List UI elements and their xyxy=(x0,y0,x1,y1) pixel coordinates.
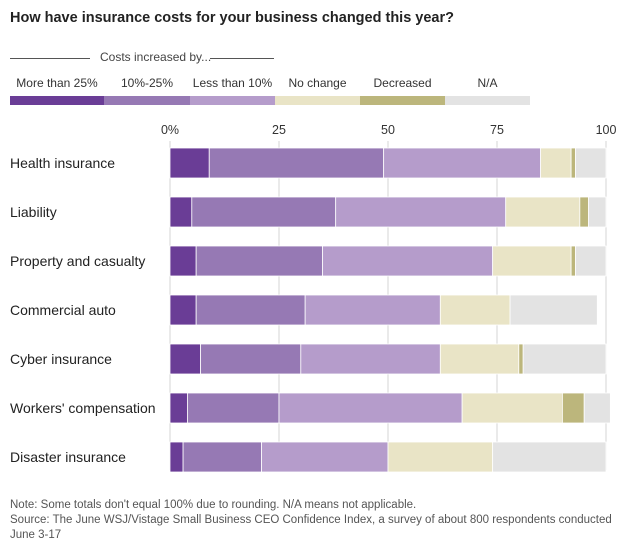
legend-group-line-right xyxy=(210,58,274,59)
category-label: Commercial auto xyxy=(10,302,116,318)
legend-item-no-change: No change xyxy=(275,76,360,106)
bar-segment xyxy=(570,147,576,179)
legend-group-label: Costs increased by... xyxy=(100,50,212,64)
bar-segment xyxy=(383,147,542,179)
bar-segment xyxy=(518,343,524,375)
category-label: Cyber insurance xyxy=(10,351,112,367)
bar-segment xyxy=(505,196,581,228)
category-label: Workers' compensation xyxy=(10,400,156,416)
legend-label: 10%-25% xyxy=(120,76,174,90)
legend-item-more-than-25: More than 25% xyxy=(10,76,104,106)
bar-segment xyxy=(509,294,598,326)
bar-segment xyxy=(191,196,337,228)
chart-footer: Note: Some totals don't equal 100% due t… xyxy=(10,498,620,543)
bar-segment xyxy=(169,147,210,179)
bar-segment xyxy=(461,392,563,424)
bar-segment xyxy=(439,343,520,375)
bar-segment xyxy=(195,294,306,326)
bar-segment xyxy=(575,245,607,277)
bar-segment xyxy=(169,196,193,228)
legend-swatch xyxy=(275,96,360,105)
category-label: Disaster insurance xyxy=(10,449,126,465)
bar-segment xyxy=(522,343,607,375)
x-tick-label: 0% xyxy=(160,123,180,137)
bar-segment xyxy=(322,245,494,277)
legend-item-na: N/A xyxy=(445,76,530,106)
bar-segment xyxy=(200,343,302,375)
category-label: Health insurance xyxy=(10,155,116,171)
bar-segment xyxy=(304,294,441,326)
bar-segment xyxy=(335,196,507,228)
bar-segment xyxy=(579,196,589,228)
chart-title: How have insurance costs for your busine… xyxy=(10,10,454,26)
bar-segment xyxy=(182,441,262,473)
bar-segment xyxy=(195,245,324,277)
bar-segment xyxy=(562,392,585,424)
legend-swatch xyxy=(190,96,275,105)
legend-item-less-than-10: Less than 10% xyxy=(190,76,275,106)
legend-group-line-left xyxy=(10,58,90,59)
footer-source: Source: The June WSJ/Vistage Small Busin… xyxy=(10,514,612,541)
bar-segment xyxy=(208,147,385,179)
bar-segment xyxy=(492,245,572,277)
bar-segment xyxy=(187,392,280,424)
bar-segment xyxy=(540,147,572,179)
bar-segment xyxy=(492,441,607,473)
x-tick-label: 50 xyxy=(381,123,395,137)
legend-item-decreased: Decreased xyxy=(360,76,445,106)
x-tick-label: 100 xyxy=(595,123,617,137)
bar-segment xyxy=(588,196,607,228)
bar-segment xyxy=(169,343,201,375)
bar-segment xyxy=(169,392,188,424)
legend-swatch xyxy=(445,96,530,105)
x-tick-label: 25 xyxy=(272,123,286,137)
legend-label: N/A xyxy=(477,76,498,90)
bar-segment xyxy=(575,147,607,179)
category-label: Liability xyxy=(10,204,57,220)
footer-note: Note: Some totals don't equal 100% due t… xyxy=(10,499,417,511)
legend-label: Decreased xyxy=(373,76,432,90)
legend-swatch xyxy=(104,96,190,105)
bar-segment xyxy=(169,294,197,326)
bar-segment xyxy=(278,392,463,424)
bar-segment xyxy=(439,294,511,326)
legend-label: No change xyxy=(288,76,347,90)
bar-segment xyxy=(570,245,576,277)
bar-segment xyxy=(169,245,197,277)
x-tick-label: 75 xyxy=(490,123,504,137)
legend-item-10-25: 10%-25% xyxy=(104,76,190,106)
bar-segment xyxy=(583,392,611,424)
bar-segment xyxy=(387,441,494,473)
legend-swatch xyxy=(10,96,104,105)
bar-segment xyxy=(261,441,389,473)
category-label: Property and casualty xyxy=(10,253,146,269)
bar-segment xyxy=(169,441,184,473)
legend-swatch xyxy=(360,96,445,105)
legend-label: More than 25% xyxy=(16,76,98,90)
bar-segment xyxy=(300,343,441,375)
legend-group-header: Costs increased by... xyxy=(10,49,274,65)
legend-label: Less than 10% xyxy=(192,76,273,90)
